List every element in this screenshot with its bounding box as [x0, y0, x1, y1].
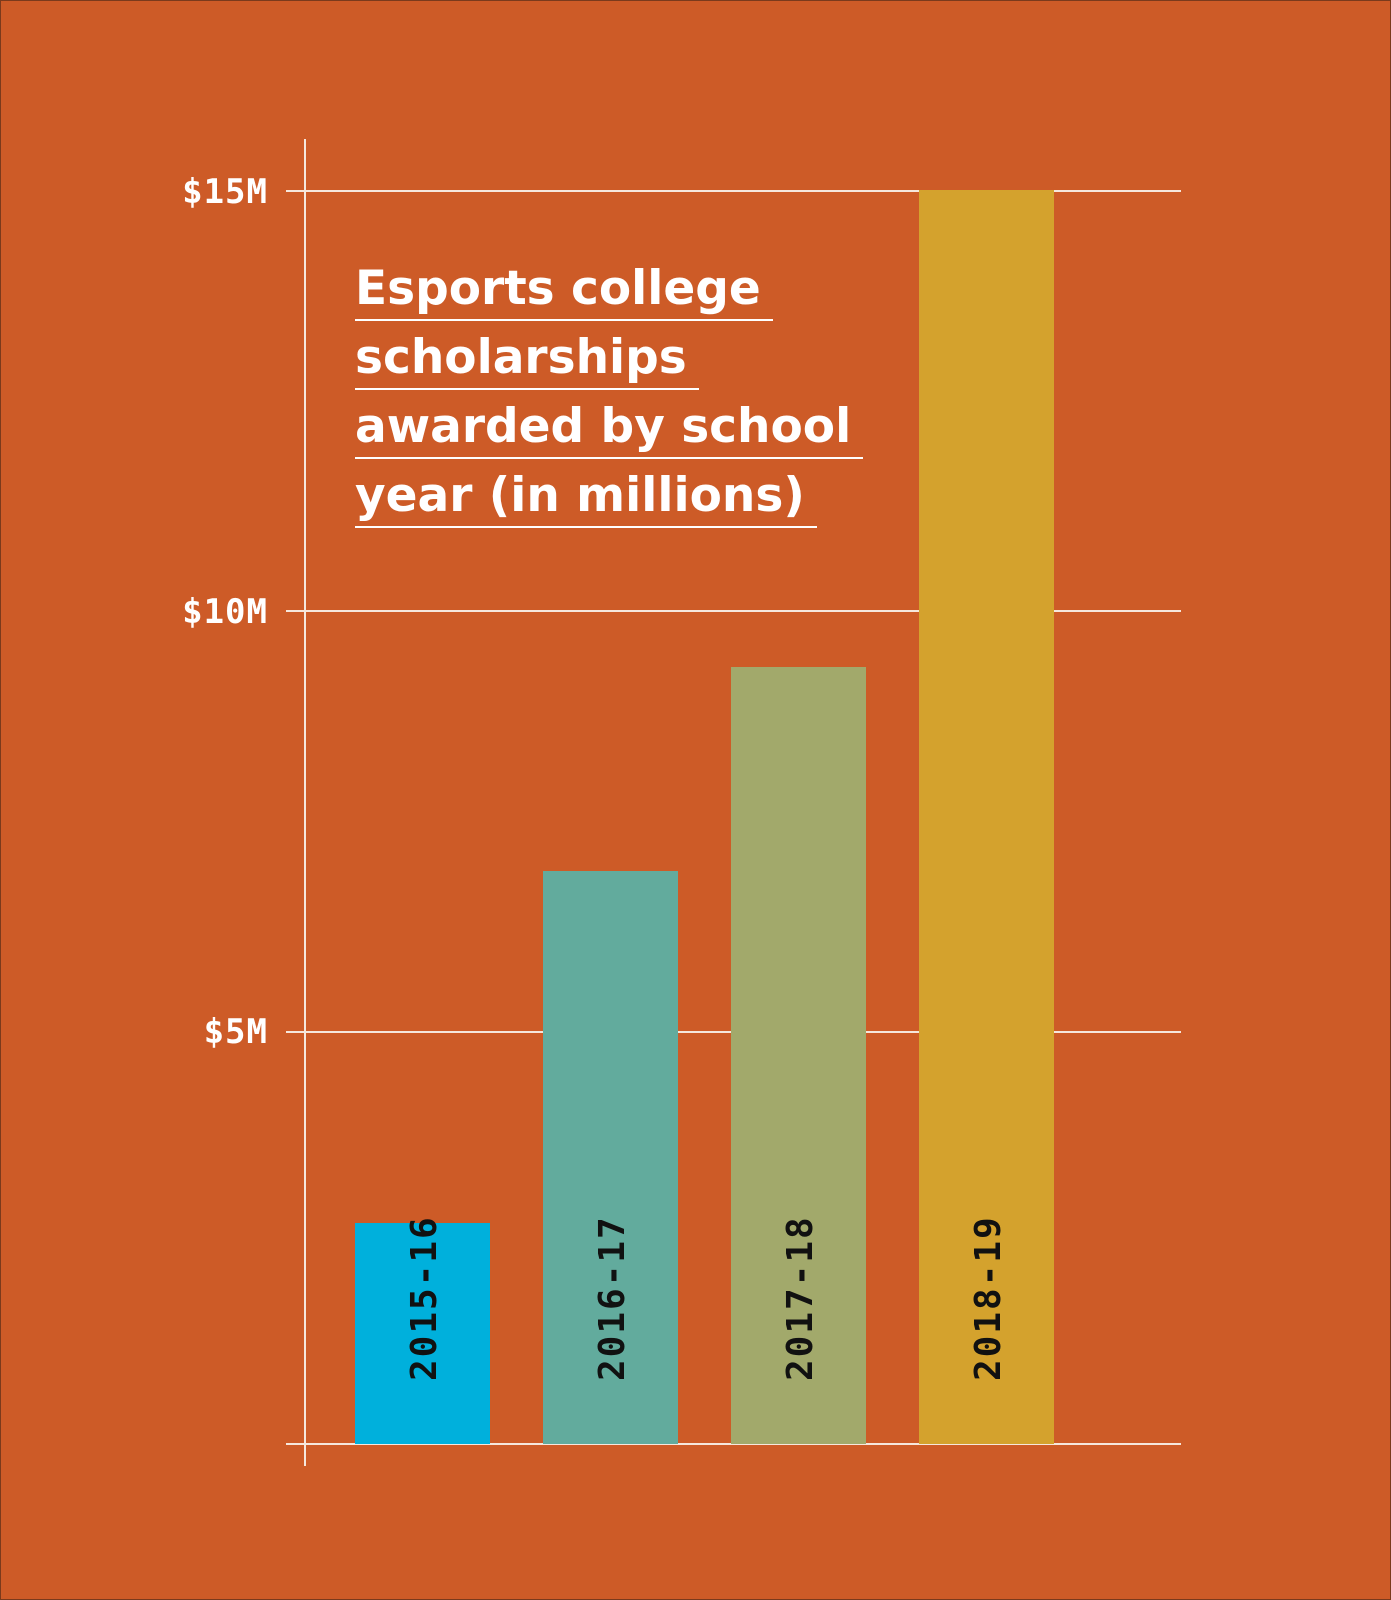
baseline [286, 1443, 1181, 1445]
bar-label: 2017-18 [779, 1215, 821, 1381]
gridline-10m [286, 610, 1181, 612]
title-line: year (in millions) [355, 466, 817, 528]
title-line: scholarships [355, 328, 699, 390]
title-line: Esports college [355, 259, 773, 321]
bar-label: 2015-16 [403, 1215, 445, 1381]
bar-2016-17: 2016-17 [543, 871, 678, 1444]
chart-title: Esports college scholarships awarded by … [355, 256, 895, 532]
y-axis-line [304, 139, 306, 1466]
gridline-15m [286, 190, 1181, 192]
title-line: awarded by school [355, 397, 864, 459]
bar-2018-19: 2018-19 [919, 190, 1054, 1444]
bar-label: 2018-19 [967, 1215, 1009, 1381]
y-tick-10m: $10M [182, 592, 268, 632]
bar-label: 2016-17 [591, 1215, 633, 1381]
y-tick-15m: $15M [182, 172, 268, 212]
y-tick-5m: $5M [203, 1012, 268, 1052]
bar-2017-18: 2017-18 [731, 667, 866, 1444]
bar-2015-16: 2015-16 [355, 1215, 490, 1444]
